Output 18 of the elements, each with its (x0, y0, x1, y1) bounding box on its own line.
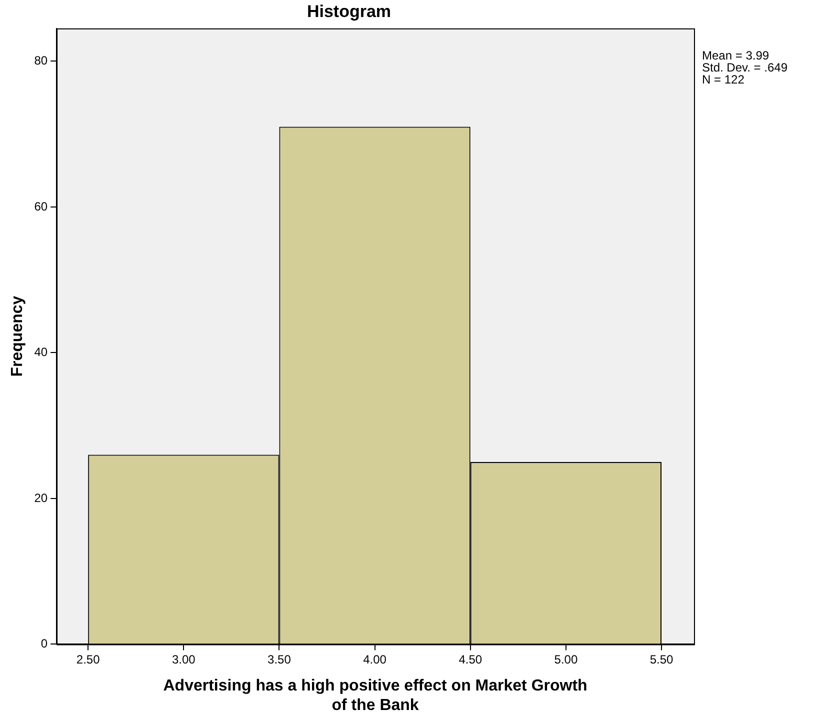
text: Mean = 3.99 (702, 48, 770, 63)
y-tick-label: 0 (40, 636, 48, 651)
x-tick-label: 2.50 (76, 652, 100, 667)
x-tick-label: 4.00 (363, 652, 387, 667)
y-tick-label: 80 (34, 54, 48, 68)
text: N = 122 (702, 72, 745, 87)
x-tick-label: 5.00 (554, 652, 578, 667)
x-tick-label: 3.00 (172, 652, 196, 667)
x-tick-label: 5.50 (650, 652, 674, 667)
y-tick-label: 20 (34, 490, 48, 505)
chart-title: Histogram (306, 2, 392, 21)
x-tick-label: 3.50 (268, 652, 292, 667)
y-tick-label: 60 (34, 199, 48, 214)
x-tick-label: 4.50 (458, 652, 482, 667)
text: Std. Dev. = .649 (702, 60, 788, 75)
y-tick-label: 40 (34, 345, 48, 360)
y-axis-title: Frequency (9, 296, 26, 377)
x-axis-title: Advertising has a high positive effect on Market Growth of the Bank (163, 678, 588, 714)
